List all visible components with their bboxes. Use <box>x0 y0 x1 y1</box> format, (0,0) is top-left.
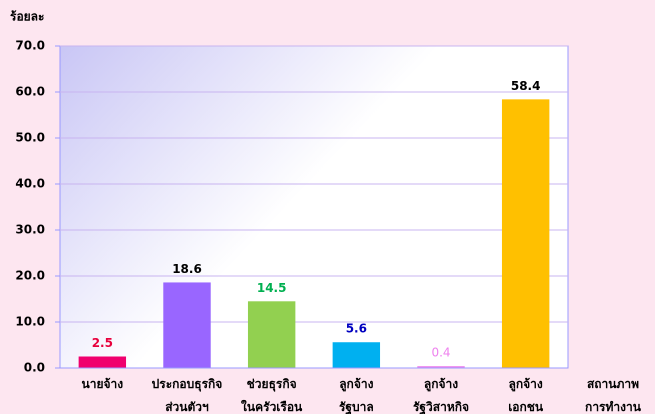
x-tick-label: ประกอบธุรกิจ ส่วนตัวฯ <box>151 377 223 414</box>
y-tick-label: 20.0 <box>15 269 45 283</box>
x-tick-label: ลูกจ้าง รัฐวิสาหกิจ <box>412 377 470 414</box>
y-tick-label: 0.0 <box>24 361 45 375</box>
y-tick-label: 70.0 <box>15 39 45 53</box>
y-tick-label: 60.0 <box>15 85 45 99</box>
y-axis-label: ร้อยละ <box>10 10 44 24</box>
value-label: 58.4 <box>511 79 541 93</box>
x-tick-label: ลูกจ้าง รัฐบาล <box>338 377 374 414</box>
bar <box>247 301 296 368</box>
bar <box>78 356 127 368</box>
plot-area <box>59 45 569 369</box>
value-label: 14.5 <box>257 281 287 295</box>
bar <box>332 342 381 368</box>
x-tick-label: ช่วยธุรกิจ ในครัวเรือน <box>241 377 303 414</box>
bar <box>163 282 211 368</box>
bar <box>417 366 465 368</box>
value-label: 0.4 <box>431 346 450 360</box>
y-tick-label: 10.0 <box>15 315 45 329</box>
bar <box>501 99 550 369</box>
y-tick-label: 50.0 <box>15 131 45 145</box>
value-label: 5.6 <box>346 322 367 336</box>
x-axis-label: สถานภาพ การทำงาน <box>585 377 641 414</box>
value-label: 18.6 <box>172 262 202 276</box>
x-tick-label: ลูกจ้าง เอกชน <box>508 377 544 414</box>
y-tick-label: 40.0 <box>15 177 45 191</box>
value-label: 2.5 <box>92 336 113 350</box>
y-tick-label: 30.0 <box>15 223 45 237</box>
x-tick-label: นายจ้าง <box>81 377 124 391</box>
